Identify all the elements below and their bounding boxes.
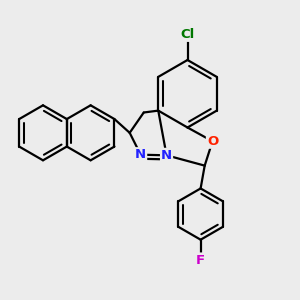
Text: N: N [161, 149, 172, 162]
Text: F: F [196, 254, 205, 266]
Text: N: N [135, 148, 146, 161]
Text: O: O [207, 135, 218, 148]
Text: Cl: Cl [180, 28, 195, 41]
